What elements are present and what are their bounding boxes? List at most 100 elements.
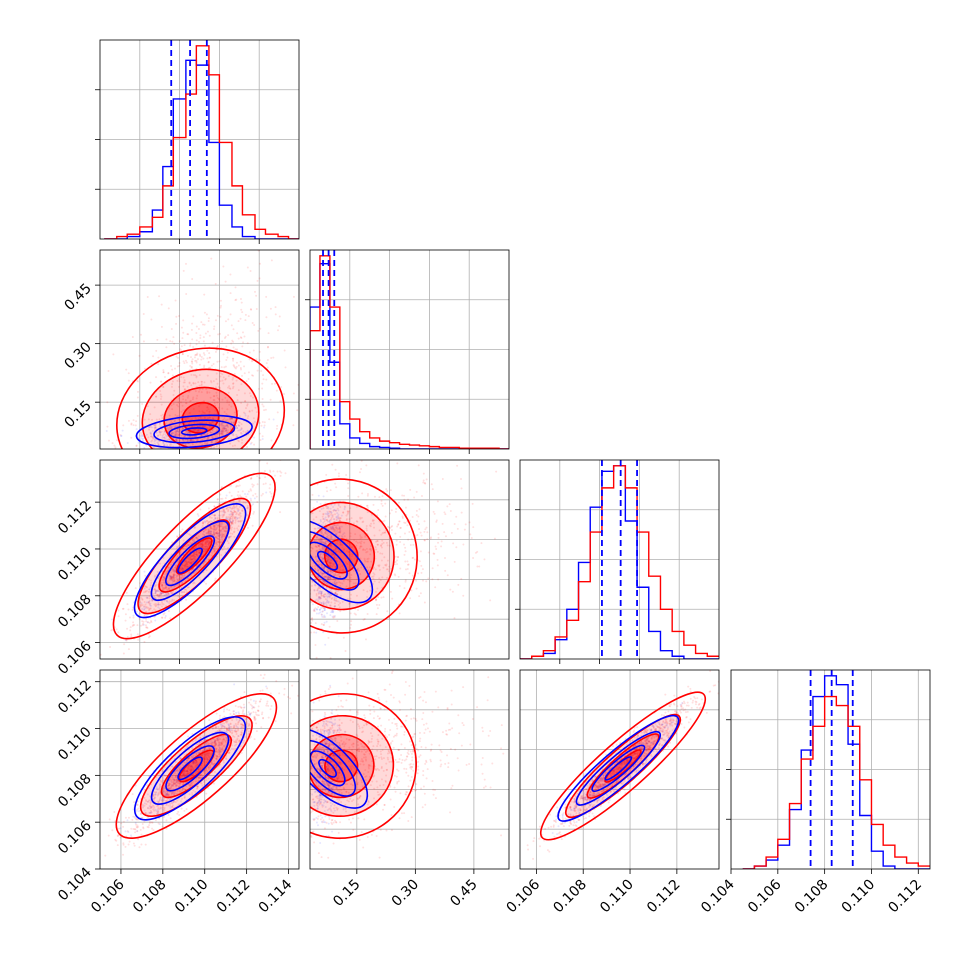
scatter-point <box>214 319 217 322</box>
scatter-point <box>139 333 142 336</box>
scatter-point <box>176 433 179 436</box>
scatter-point <box>162 371 165 374</box>
scatter-point <box>169 439 172 442</box>
scatter-point <box>191 560 194 563</box>
scatter-point <box>222 418 225 421</box>
scatter-point <box>181 568 184 571</box>
scatter-point <box>175 431 178 434</box>
scatter-point <box>221 523 224 526</box>
scatter-point <box>153 424 156 427</box>
scatter-point <box>155 589 158 592</box>
scatter-point <box>193 547 196 550</box>
scatter-point <box>135 420 138 423</box>
scatter-point <box>126 635 129 638</box>
scatter-point <box>154 457 156 459</box>
scatter-point <box>181 337 184 340</box>
scatter-point <box>231 511 234 514</box>
scatter-point <box>217 545 220 548</box>
scatter-point <box>116 439 119 442</box>
scatter-point <box>237 499 240 502</box>
scatter-point <box>203 520 206 523</box>
scatter-point <box>206 427 209 430</box>
scatter-point <box>141 623 144 626</box>
scatter-point <box>226 517 229 520</box>
scatter-point <box>187 439 190 442</box>
scatter-point <box>195 397 198 400</box>
scatter-point <box>221 424 224 427</box>
scatter-point <box>206 442 209 445</box>
scatter-point <box>180 591 183 594</box>
scatter-point <box>337 472 340 475</box>
scatter-point <box>270 492 273 495</box>
scatter-point <box>233 509 236 512</box>
scatter-point <box>220 423 223 426</box>
scatter-point <box>223 529 226 532</box>
scatter-point <box>154 602 157 605</box>
scatter-point <box>142 340 145 343</box>
scatter-point <box>221 428 224 431</box>
scatter-point <box>177 418 180 421</box>
scatter-point <box>186 432 189 435</box>
scatter-point <box>143 607 146 610</box>
scatter-point <box>175 322 178 325</box>
scatter-point <box>209 527 212 530</box>
scatter-point <box>178 431 181 434</box>
scatter-point <box>191 338 194 341</box>
scatter-point <box>307 601 309 603</box>
scatter-point <box>176 555 179 558</box>
scatter-point <box>180 574 183 577</box>
scatter-point <box>231 417 234 420</box>
scatter-point <box>240 368 243 371</box>
scatter-point <box>222 430 225 433</box>
scatter-point <box>197 429 200 432</box>
scatter-point <box>360 467 363 470</box>
scatter-point <box>217 534 220 537</box>
scatter-point <box>223 430 226 433</box>
scatter-point <box>218 531 221 534</box>
scatter-point <box>127 648 130 651</box>
scatter-point <box>237 485 240 488</box>
scatter-point <box>422 479 425 482</box>
scatter-point <box>280 471 283 474</box>
scatter-point <box>199 508 202 511</box>
scatter-point <box>248 351 251 354</box>
scatter-point <box>171 380 174 383</box>
scatter-point <box>173 570 176 573</box>
scatter-point <box>331 463 334 466</box>
scatter-point <box>230 421 233 424</box>
scatter-point <box>157 594 160 597</box>
scatter-point <box>160 581 163 584</box>
scatter-point <box>172 575 175 578</box>
scatter-point <box>172 576 175 579</box>
scatter-point <box>143 605 146 608</box>
scatter-point <box>225 358 228 361</box>
scatter-point <box>198 551 201 554</box>
panel-content <box>105 250 299 459</box>
scatter-point <box>202 357 205 360</box>
scatter-point <box>224 525 227 528</box>
scatter-point <box>187 431 190 434</box>
scatter-point <box>233 366 236 369</box>
scatter-point <box>229 535 232 538</box>
scatter-point <box>188 562 191 565</box>
scatter-point <box>191 322 194 325</box>
scatter-point <box>252 503 255 506</box>
scatter-point <box>167 307 170 310</box>
scatter-point <box>411 574 414 577</box>
scatter-point <box>188 431 191 434</box>
scatter-point <box>179 530 182 533</box>
scatter-point <box>171 599 174 602</box>
scatter-point <box>219 424 222 427</box>
scatter-point <box>180 576 183 579</box>
scatter-point <box>199 566 202 569</box>
scatter-point <box>216 536 219 539</box>
scatter-point <box>228 417 231 420</box>
scatter-point <box>179 576 182 579</box>
scatter-point <box>136 390 139 393</box>
scatter-point <box>194 354 197 357</box>
scatter-point <box>166 600 169 603</box>
scatter-point <box>201 425 204 428</box>
scatter-point <box>224 320 227 323</box>
scatter-point <box>200 542 203 545</box>
scatter-point <box>198 551 201 554</box>
